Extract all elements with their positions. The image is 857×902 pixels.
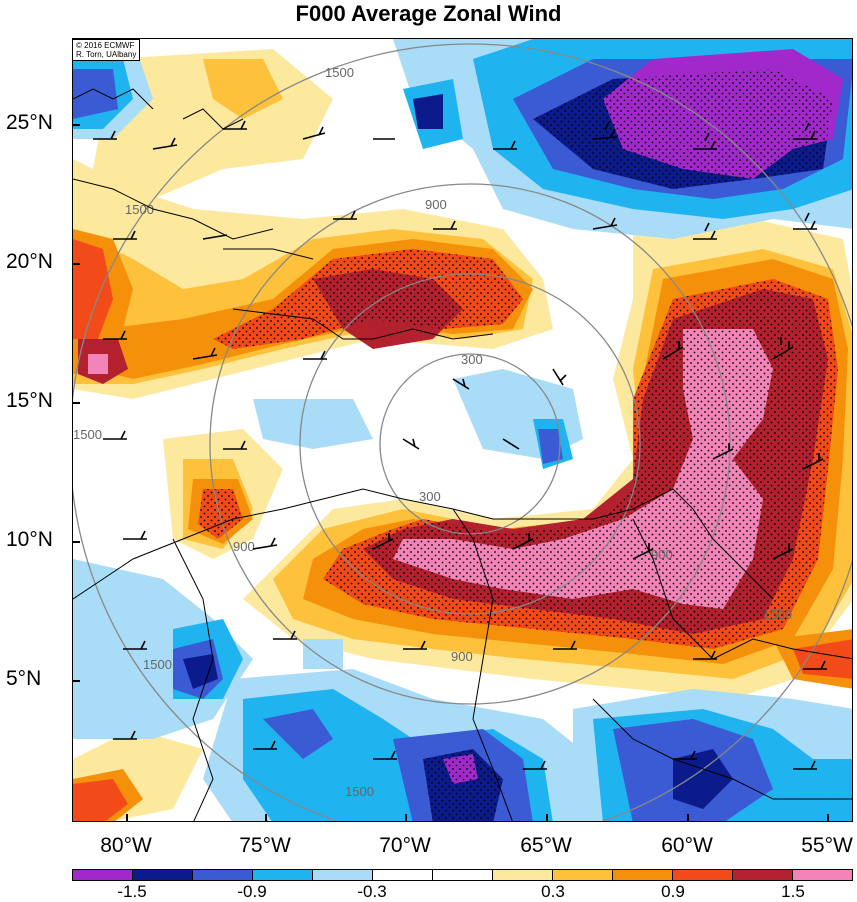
wind-map-canvas: 300 300 900 900 900 900 1500 1500 1500 1… <box>73 39 852 821</box>
lat-label-10n: 10°N <box>6 528 53 551</box>
colorbar-bin-8 <box>553 870 613 880</box>
credit-box: © 2016 ECMWF R. Torn, UAlbany <box>72 39 141 61</box>
significance-stipple <box>198 69 838 821</box>
lon-label-70w: 70°W <box>379 834 431 857</box>
lon-label-75w: 75°W <box>239 834 291 857</box>
colorbar-label-pos1-5: 1.5 <box>781 882 805 901</box>
coastlines <box>73 88 852 821</box>
lon-tick-70w <box>405 814 407 822</box>
lon-tick-60w <box>687 814 689 822</box>
colorbar-bin-10 <box>673 870 733 880</box>
ring-label-1500-bottomleft: 1500 <box>143 657 172 672</box>
colorbar-bin-12 <box>793 870 852 880</box>
wind-barbs <box>93 120 827 770</box>
colorbar-label-neg0-9: -0.9 <box>237 882 267 901</box>
colorbar <box>72 869 853 881</box>
lat-tick-10n <box>72 541 80 543</box>
colorbar-label-neg1-5: -1.5 <box>117 882 147 901</box>
lat-tick-25n <box>72 124 80 126</box>
ring-label-1500-farleft: 1500 <box>73 427 102 442</box>
colorbar-bin-5 <box>373 870 433 880</box>
lon-label-60w: 60°W <box>661 834 713 857</box>
ring-label-300-top: 300 <box>461 352 483 367</box>
ring-label-1500-bottom: 1500 <box>345 784 374 799</box>
lon-tick-75w <box>265 814 267 822</box>
lat-label-20n: 20°N <box>6 250 53 273</box>
credit-line-2: R. Torn, UAlbany <box>76 50 137 59</box>
lat-tick-5n <box>72 680 80 682</box>
colorbar-label-pos0-9: 0.9 <box>661 882 685 901</box>
lon-tick-55w <box>827 814 829 822</box>
lat-tick-20n <box>72 263 80 265</box>
ring-label-1500-topleft: 1500 <box>325 65 354 80</box>
colorbar-bin-0 <box>73 870 133 880</box>
ring-label-300-bottom: 300 <box>419 489 441 504</box>
ring-label-900-bottom: 900 <box>451 649 473 664</box>
ring-label-900-left: 900 <box>233 539 255 554</box>
ring-label-900-right: 900 <box>651 547 673 562</box>
ring-label-1500-right: 1500 <box>763 607 792 622</box>
lon-tick-80w <box>126 814 128 822</box>
credit-line-1: © 2016 ECMWF <box>76 41 135 50</box>
colorbar-bin-11 <box>733 870 793 880</box>
lat-tick-15n <box>72 402 80 404</box>
ring-label-1500-left: 1500 <box>125 202 154 217</box>
map-panel: 300 300 900 900 900 900 1500 1500 1500 1… <box>72 38 853 822</box>
colorbar-label-pos0-3: 0.3 <box>541 882 565 901</box>
lon-label-65w: 65°W <box>520 834 572 857</box>
lon-tick-65w <box>546 814 548 822</box>
lat-label-25n: 25°N <box>6 111 53 134</box>
colorbar-bin-4 <box>313 870 373 880</box>
range-ring-labels: 300 300 900 900 900 900 1500 1500 1500 1… <box>73 65 792 799</box>
ring-label-900-top: 900 <box>425 197 447 212</box>
colorbar-bin-3 <box>253 870 313 880</box>
colorbar-label-neg0-3: -0.3 <box>357 882 387 901</box>
colorbar-bin-2 <box>193 870 253 880</box>
colorbar-bin-1 <box>133 870 193 880</box>
map-title: F000 Average Zonal Wind <box>295 1 562 26</box>
lon-label-55w: 55°W <box>801 834 853 857</box>
lat-label-5n: 5°N <box>6 667 42 690</box>
lat-label-15n: 15°N <box>6 389 53 412</box>
colorbar-bin-7 <box>493 870 553 880</box>
colorbar-bin-6 <box>433 870 493 880</box>
lon-label-80w: 80°W <box>100 834 152 857</box>
colorbar-bin-9 <box>613 870 673 880</box>
